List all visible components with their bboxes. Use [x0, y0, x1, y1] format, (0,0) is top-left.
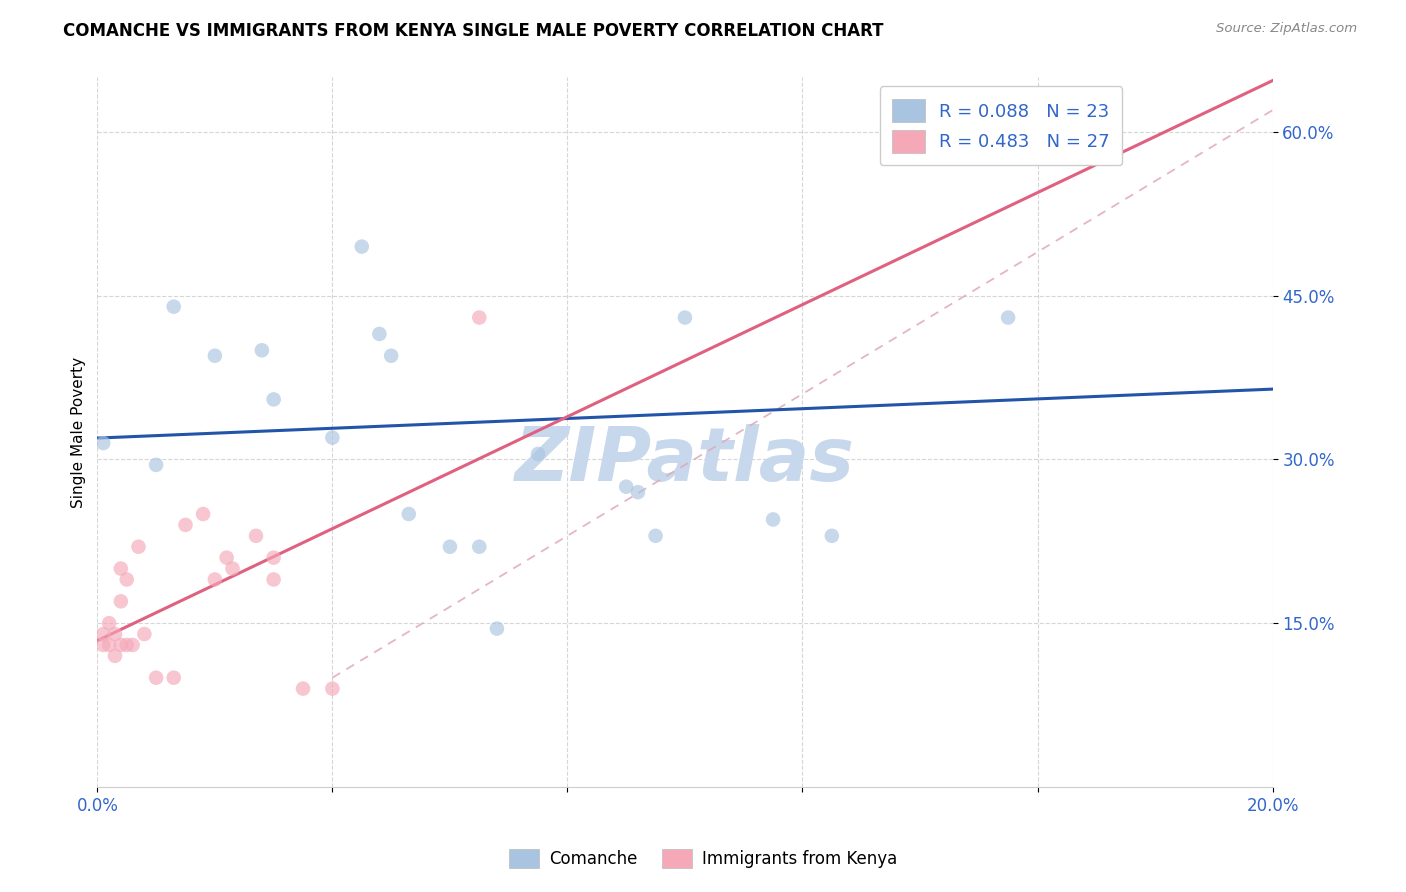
Point — [644, 529, 666, 543]
Point — [263, 392, 285, 407]
Point — [104, 648, 127, 663]
Text: COMANCHE VS IMMIGRANTS FROM KENYA SINGLE MALE POVERTY CORRELATION CHART: COMANCHE VS IMMIGRANTS FROM KENYA SINGLE… — [63, 22, 884, 40]
Point — [485, 622, 508, 636]
Point — [204, 349, 226, 363]
Point — [821, 529, 844, 543]
Point — [163, 300, 186, 314]
Point — [263, 550, 285, 565]
Point — [527, 447, 550, 461]
Point — [134, 627, 156, 641]
Point — [468, 540, 491, 554]
Point — [145, 458, 167, 472]
Point — [121, 638, 143, 652]
Point — [627, 485, 650, 500]
Point — [1026, 103, 1049, 118]
Point — [104, 627, 127, 641]
Point — [614, 480, 637, 494]
Point — [292, 681, 315, 696]
Point — [191, 507, 214, 521]
Point — [98, 638, 121, 652]
Point — [263, 573, 285, 587]
Point — [91, 627, 114, 641]
Point — [762, 512, 785, 526]
Point — [321, 431, 343, 445]
Legend: R = 0.088   N = 23, R = 0.483   N = 27: R = 0.088 N = 23, R = 0.483 N = 27 — [880, 87, 1122, 165]
Point — [368, 326, 391, 341]
Point — [163, 671, 186, 685]
Point — [673, 310, 696, 325]
Point — [204, 573, 226, 587]
Text: Source: ZipAtlas.com: Source: ZipAtlas.com — [1216, 22, 1357, 36]
Point — [439, 540, 461, 554]
Point — [350, 239, 373, 253]
Point — [145, 671, 167, 685]
Point — [174, 517, 197, 532]
Point — [110, 561, 132, 575]
Point — [997, 310, 1019, 325]
Point — [380, 349, 402, 363]
Point — [215, 550, 238, 565]
Point — [110, 594, 132, 608]
Point — [468, 310, 491, 325]
Text: ZIPatlas: ZIPatlas — [515, 424, 855, 497]
Y-axis label: Single Male Poverty: Single Male Poverty — [72, 357, 86, 508]
Point — [245, 529, 267, 543]
Legend: Comanche, Immigrants from Kenya: Comanche, Immigrants from Kenya — [502, 842, 904, 875]
Point — [221, 561, 243, 575]
Point — [321, 681, 343, 696]
Point — [98, 616, 121, 631]
Point — [250, 343, 273, 358]
Point — [115, 573, 138, 587]
Point — [127, 540, 149, 554]
Point — [91, 638, 114, 652]
Point — [398, 507, 420, 521]
Point — [91, 436, 114, 450]
Point — [115, 638, 138, 652]
Point — [110, 638, 132, 652]
